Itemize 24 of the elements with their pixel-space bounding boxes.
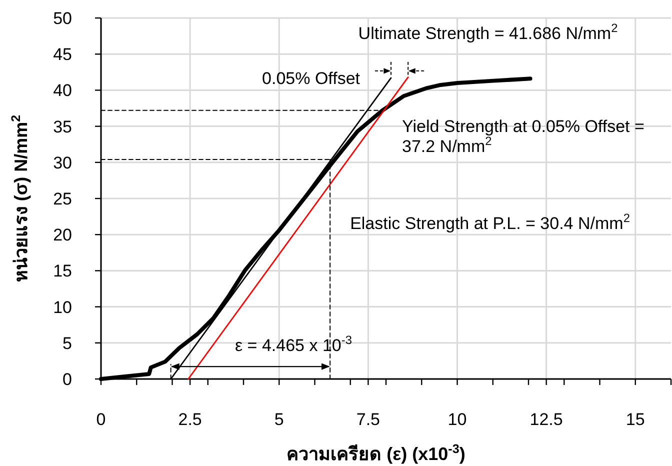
x-tick-label: 7.5 <box>356 410 380 429</box>
y-tick-label: 5 <box>62 334 72 353</box>
x-tick-label: 2.5 <box>178 410 202 429</box>
y-tick-label: 25 <box>53 190 72 208</box>
y-tick-label: 35 <box>53 117 72 136</box>
annotation: Yield Strength at 0.05% Offset = 37.2 N/mm$^{2}$ <box>402 117 644 156</box>
x-tick-label: 0 <box>96 410 106 429</box>
y-tick-label: 45 <box>53 45 72 64</box>
y-tick-label: 50 <box>53 9 72 28</box>
x-tick-label: 15 <box>626 410 645 429</box>
annotation: 0.05% Offset <box>262 69 360 88</box>
y-tick-label: 40 <box>53 81 72 100</box>
annotation: Elastic Strength at P.L. = 30.4 N/mm$^{2}$ <box>350 211 630 233</box>
annotation: Ultimate Strength = 41.686 N/mm$^{2}$ <box>358 21 618 43</box>
annotation: ε = 4.465 x 10$^{-3}$ <box>235 333 352 355</box>
x-tick-label: 5 <box>274 410 284 429</box>
y-tick-label: 0 <box>62 370 72 389</box>
y-tick-label: 15 <box>53 262 72 281</box>
x-axis-title: ความเครียด (ε) (x10$^{-3}$) <box>286 442 466 464</box>
y-tick-label: 10 <box>53 298 72 317</box>
x-tick-label: 12.5 <box>530 410 563 429</box>
y-tick-label: 30 <box>53 153 72 172</box>
y-tick-label: 20 <box>53 226 72 245</box>
x-tick-label: 10 <box>448 410 467 429</box>
